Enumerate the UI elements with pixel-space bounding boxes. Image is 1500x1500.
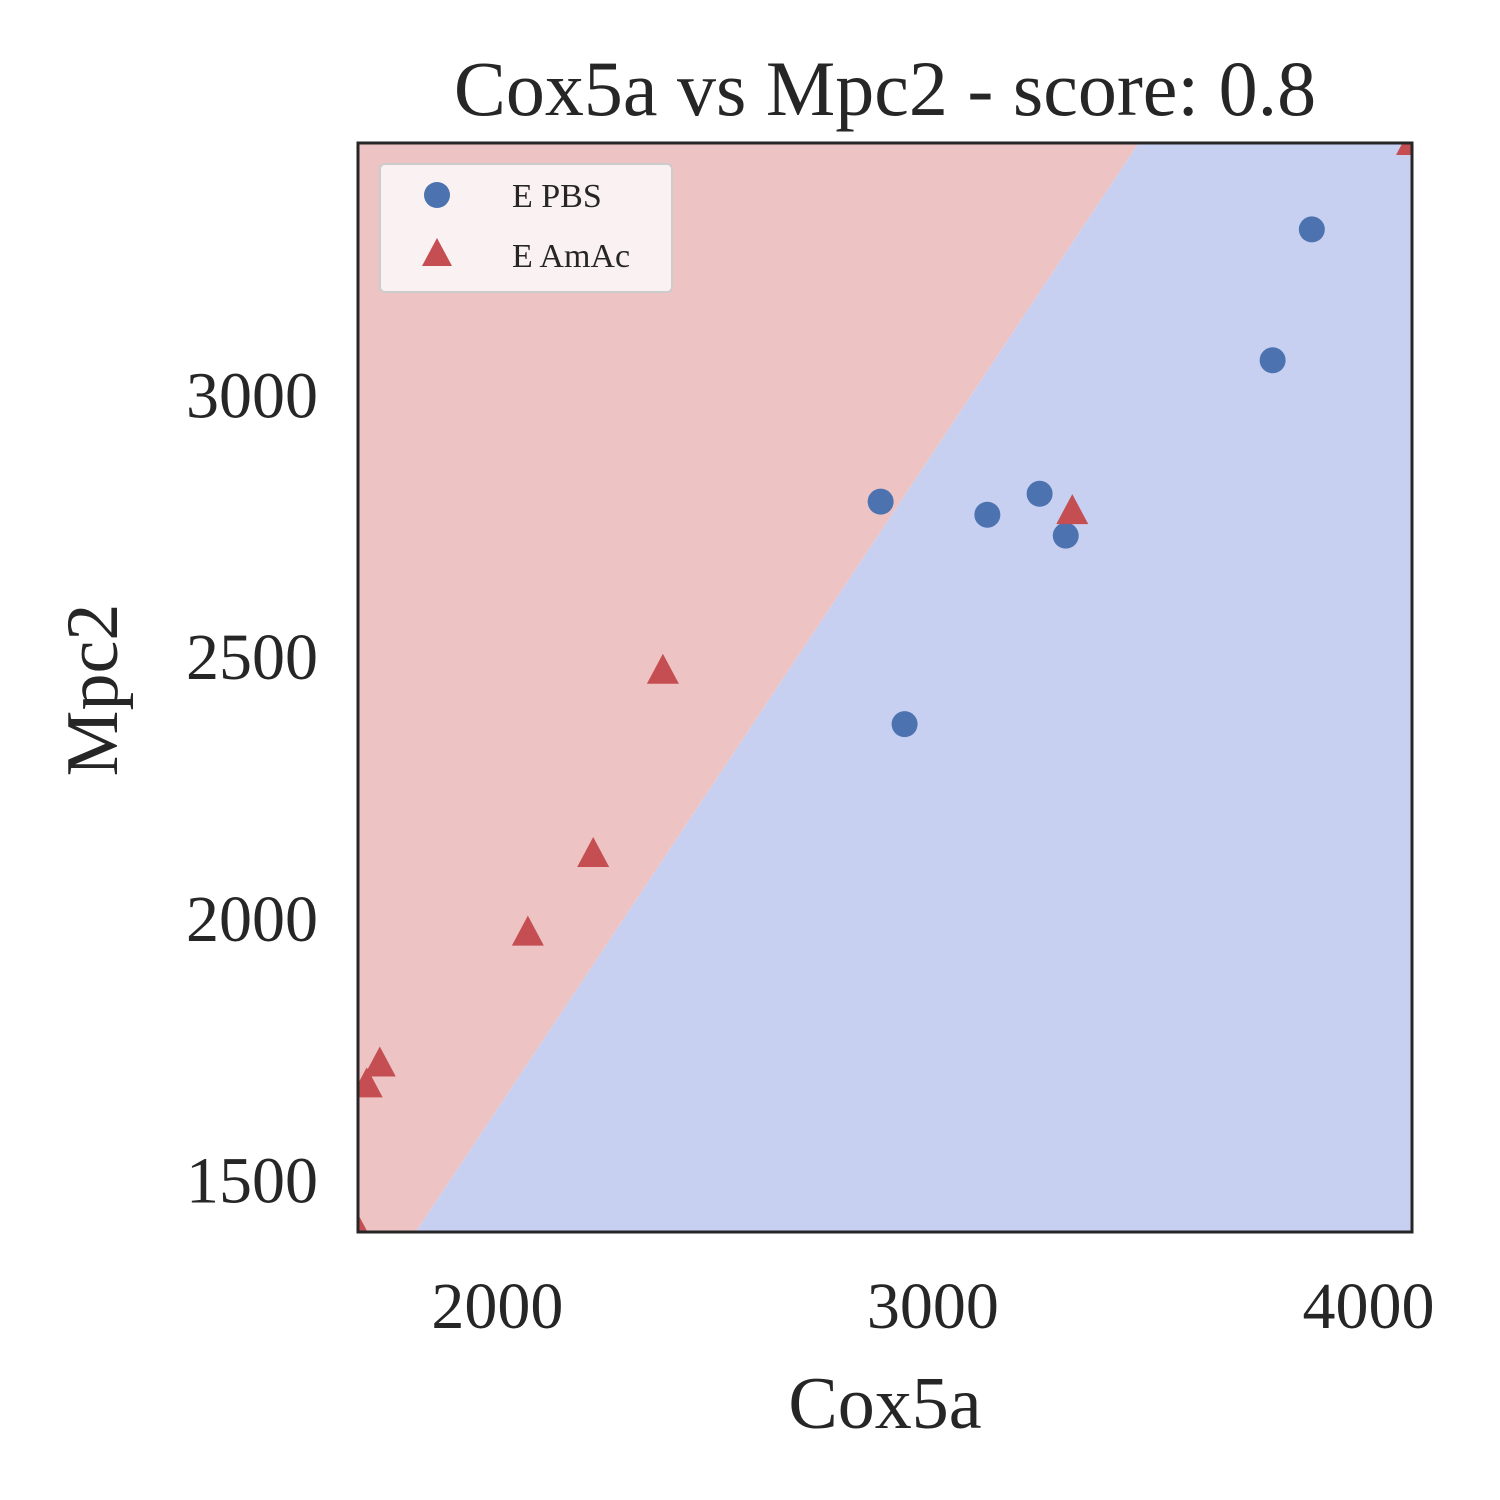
legend-label-e-amac: E AmAc: [512, 238, 630, 275]
point-e-pbs: [891, 711, 918, 738]
point-e-pbs: [1259, 347, 1286, 374]
point-e-amac: [1056, 494, 1089, 525]
point-e-pbs: [1298, 216, 1325, 243]
x-axis-label: Cox5a: [788, 1363, 981, 1445]
point-e-amac: [358, 1067, 383, 1098]
x-axis-ticks: 2000 3000 4000: [431, 1270, 1434, 1343]
x-tick-label: 4000: [1302, 1270, 1434, 1343]
plot-frame: [356, 141, 1414, 1234]
data-points: [358, 143, 1412, 1232]
point-e-amac: [358, 1214, 368, 1232]
point-e-pbs: [974, 501, 1001, 528]
point-e-amac: [363, 1046, 396, 1077]
point-e-pbs: [867, 488, 894, 515]
point-e-amac: [511, 915, 544, 946]
point-e-amac: [646, 653, 679, 684]
point-e-pbs: [1052, 522, 1079, 549]
x-tick-label: 3000: [867, 1270, 999, 1343]
legend-box: [379, 163, 673, 293]
y-tick-label: 1500: [186, 1145, 318, 1218]
x-tick-label: 2000: [431, 1270, 563, 1343]
legend: E PBS E AmAc: [379, 163, 673, 293]
point-e-amac: [1396, 143, 1412, 155]
legend-marker-e-pbs: [424, 182, 450, 208]
y-tick-label: 2000: [186, 883, 318, 956]
chart-title: Cox5a vs Mpc2 - score: 0.8: [454, 45, 1316, 132]
decision-region-e-amac: [358, 143, 1139, 1232]
y-tick-label: 2500: [186, 621, 318, 694]
point-e-pbs: [1026, 480, 1053, 507]
legend-marker-e-amac: [422, 238, 452, 266]
plot-area: [356, 141, 1414, 1234]
y-axis-label: Mpc2: [52, 604, 134, 777]
point-e-amac: [577, 837, 610, 868]
decision-region-e-pbs: [415, 143, 1412, 1232]
y-axis-ticks: 1500 2000 2500 3000: [186, 359, 318, 1217]
legend-label-e-pbs: E PBS: [512, 178, 602, 215]
y-tick-label: 3000: [186, 359, 318, 432]
